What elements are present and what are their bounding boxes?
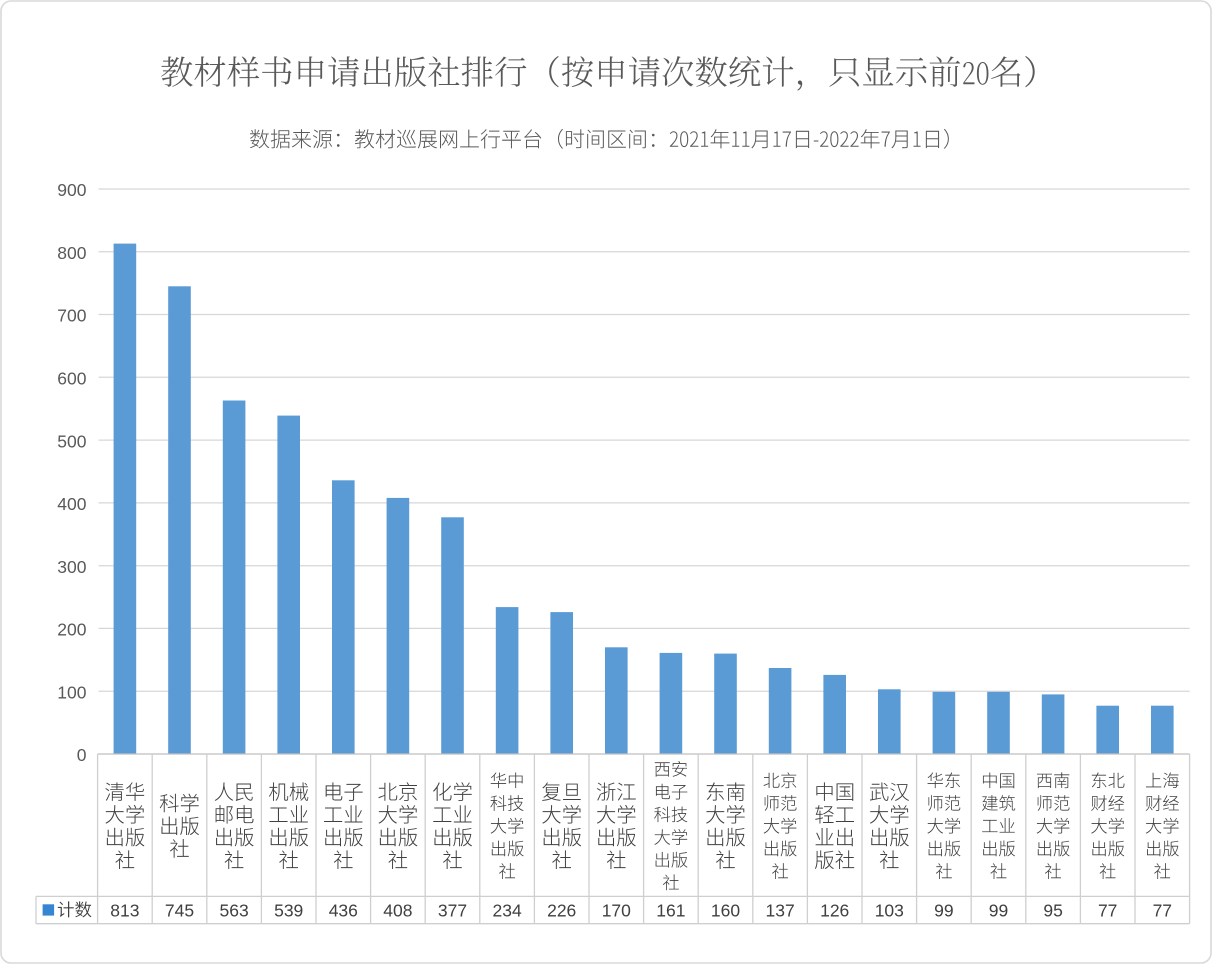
svg-text:234: 234 [492, 901, 521, 921]
svg-text:137: 137 [765, 901, 794, 921]
svg-text:103: 103 [875, 901, 904, 921]
svg-text:500: 500 [57, 431, 86, 451]
svg-text:160: 160 [711, 901, 740, 921]
svg-text:0: 0 [77, 745, 87, 765]
svg-text:408: 408 [383, 901, 412, 921]
svg-text:300: 300 [57, 557, 86, 577]
svg-text:200: 200 [57, 620, 86, 640]
svg-text:226: 226 [547, 901, 576, 921]
svg-text:700: 700 [57, 306, 86, 326]
svg-text:77: 77 [1153, 901, 1172, 921]
svg-text:400: 400 [57, 494, 86, 514]
svg-text:745: 745 [165, 901, 194, 921]
svg-text:161: 161 [656, 901, 685, 921]
svg-text:813: 813 [110, 901, 139, 921]
svg-text:377: 377 [438, 901, 467, 921]
svg-text:436: 436 [329, 901, 358, 921]
svg-text:900: 900 [57, 180, 86, 200]
svg-text:170: 170 [602, 901, 631, 921]
svg-text:99: 99 [934, 901, 953, 921]
svg-text:99: 99 [989, 901, 1008, 921]
svg-text:800: 800 [57, 243, 86, 263]
svg-text:563: 563 [219, 901, 248, 921]
svg-text:95: 95 [1043, 901, 1062, 921]
svg-text:100: 100 [57, 682, 86, 702]
svg-text:600: 600 [57, 369, 86, 389]
svg-text:126: 126 [820, 901, 849, 921]
svg-text:539: 539 [274, 901, 303, 921]
svg-text:77: 77 [1098, 901, 1117, 921]
